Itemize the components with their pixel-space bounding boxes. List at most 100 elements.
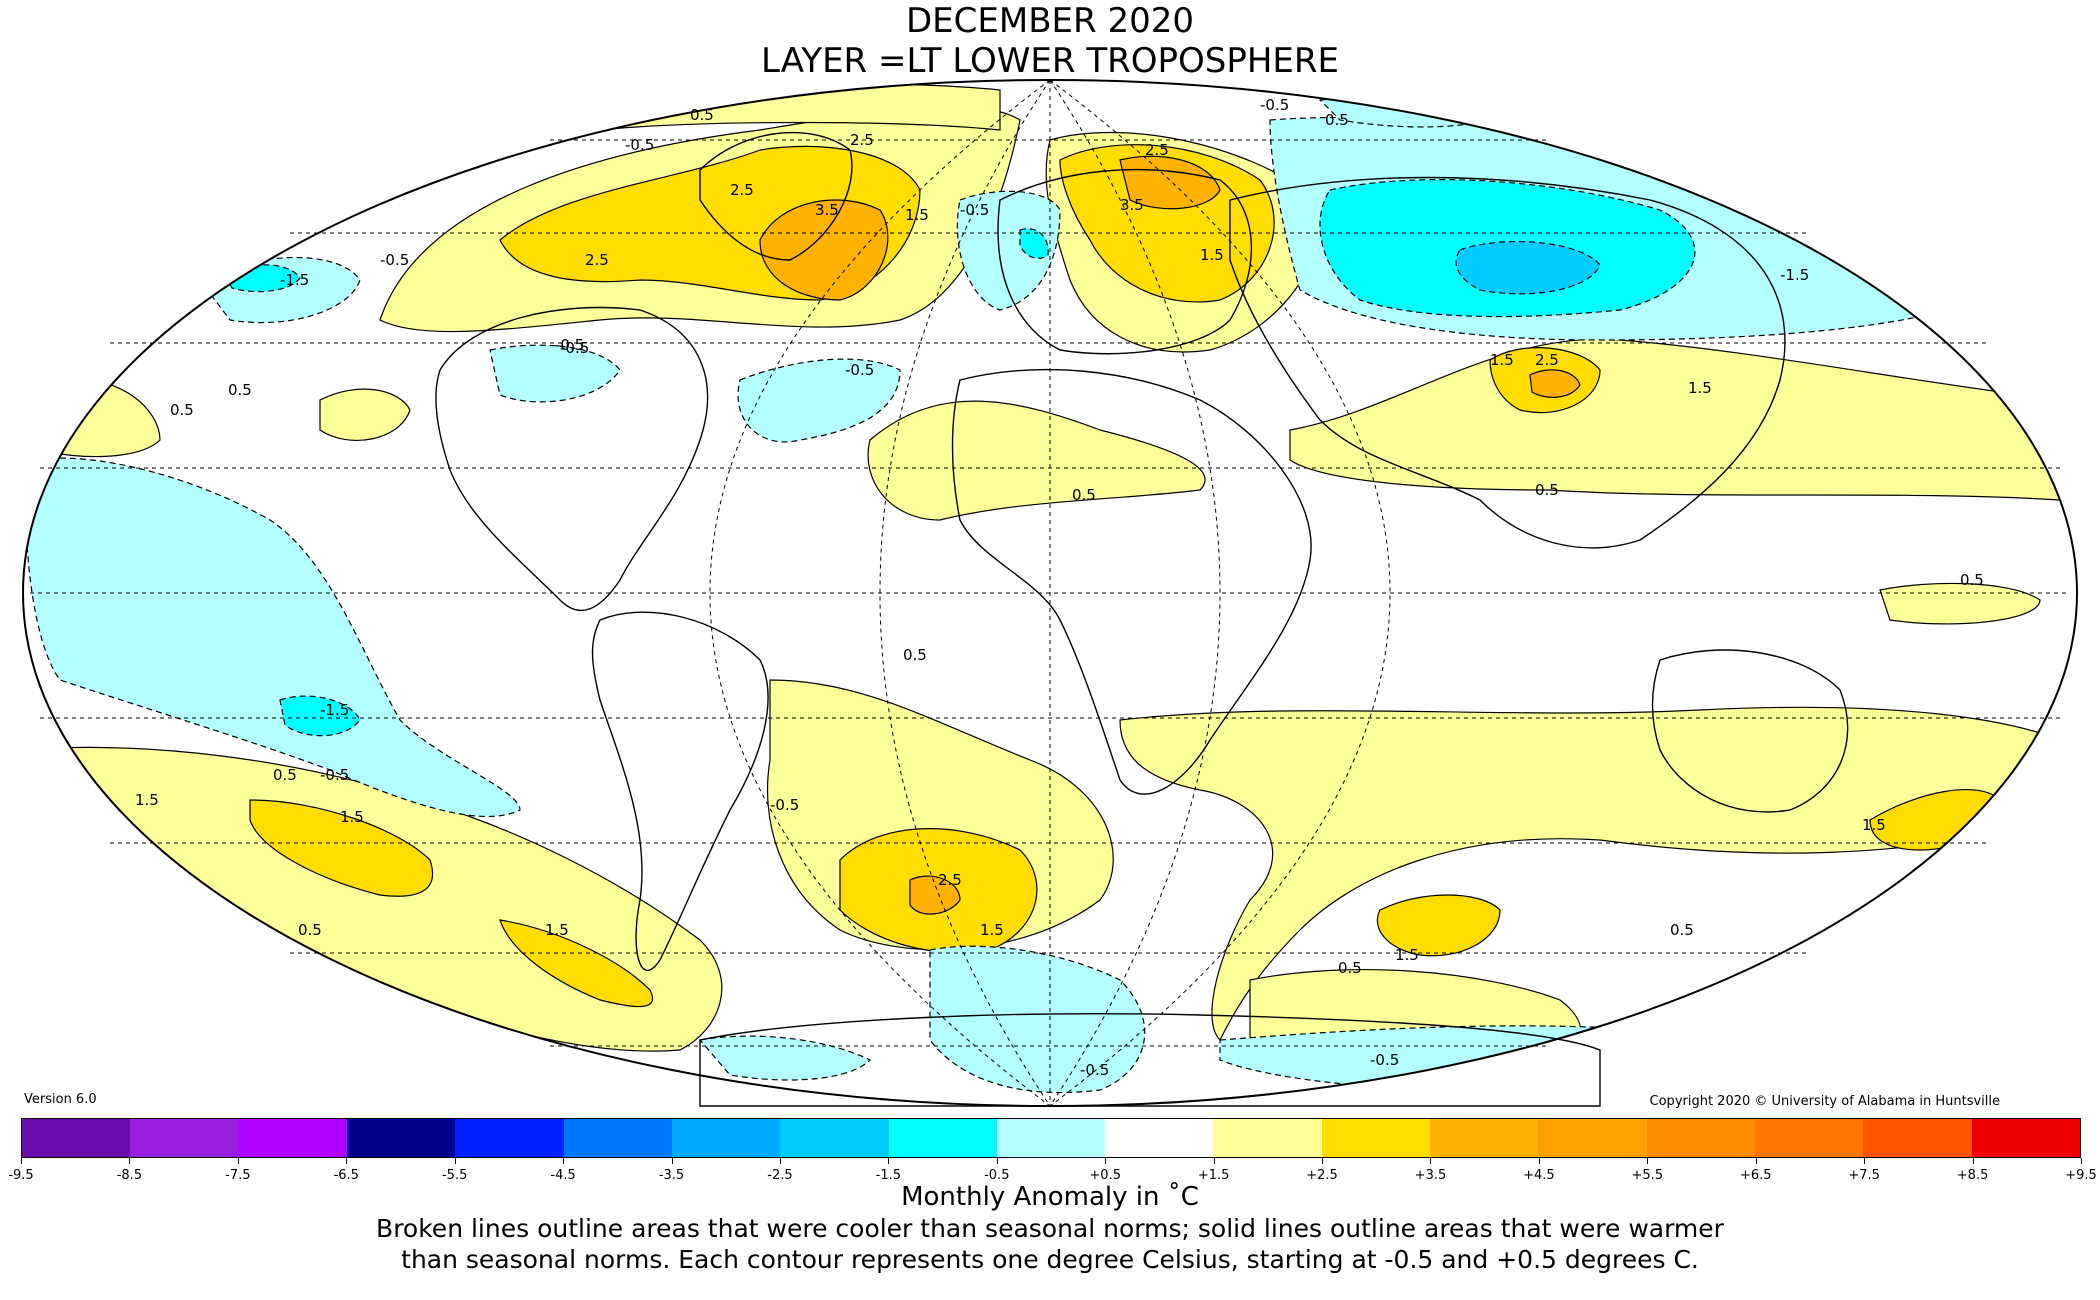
colorbar-tickmark <box>454 1158 456 1164</box>
pacific-cold-core <box>279 695 361 737</box>
contour-label: -0.5 <box>320 766 349 784</box>
colorbar-tick-label: -8.5 <box>116 1168 143 1183</box>
colorbar-tick-label: +5.5 <box>1631 1168 1664 1183</box>
contour-label: -1.5 <box>320 701 349 719</box>
contour-label: 1.5 <box>340 808 364 826</box>
siberia-coldest-core <box>1455 240 1601 295</box>
colorbar-tickmark <box>563 1158 565 1164</box>
colorbar-swatch <box>455 1119 564 1157</box>
south-indian-warm-band <box>1119 706 2061 1042</box>
colorbar-tick-label: +9.5 <box>2065 1168 2097 1183</box>
colorbar-tick-label: -6.5 <box>333 1168 359 1183</box>
contour-label: 2.5 <box>585 251 609 269</box>
contour-label: 0.5 <box>170 401 194 419</box>
scandinavia-warm-core <box>1059 144 1275 303</box>
contour-label: 0.5 <box>273 766 297 784</box>
colorbar-swatch <box>1863 1119 1972 1157</box>
colorbar-tick-label: -3.5 <box>658 1168 685 1183</box>
contour-label: -0.5 <box>1260 96 1289 114</box>
colorbar-tickmark <box>21 1158 22 1164</box>
colorbar-swatch <box>238 1119 347 1157</box>
colorbar-tickmark <box>1322 1158 1324 1164</box>
south-atlantic-hot-spot <box>909 875 961 915</box>
northern-pacific-cap <box>599 82 1001 131</box>
graticule <box>30 79 2070 1107</box>
colorbar-tickmark <box>779 1158 781 1164</box>
colorbar-swatch <box>1971 1119 2080 1157</box>
contour-label: 0.5 <box>298 921 322 939</box>
colorbar-swatch <box>346 1119 456 1157</box>
australia-outline <box>1651 649 1849 813</box>
colorbar-swatch <box>1213 1119 1322 1157</box>
colorbar-tickmark <box>996 1158 998 1164</box>
copyright-label: Copyright 2020 © University of Alabama i… <box>1649 1094 2000 1109</box>
west-pacific-equator-warm <box>1879 582 2041 625</box>
antarctic-cold-patch-c <box>698 1035 872 1081</box>
colorbar-tickmark <box>1755 1158 1757 1164</box>
explanation-line-1: Broken lines outline areas that were coo… <box>376 1214 1724 1243</box>
explanation-line-2: than seasonal norms. Each contour repres… <box>401 1245 1699 1274</box>
map-title: DECEMBER 2020 <box>906 1 1194 41</box>
contour-label: 1.5 <box>1490 351 1514 369</box>
greenland-hot-spot <box>759 199 889 301</box>
contour-label: -0.5 <box>625 136 654 154</box>
contour-label: -0.5 <box>560 339 589 357</box>
colorbar-swatch <box>671 1119 781 1157</box>
colorbar-tick-label: -5.5 <box>441 1168 468 1183</box>
colorbar-swatch <box>22 1119 131 1157</box>
contour-label: 1.5 <box>1395 946 1419 964</box>
colorbar-swatch <box>563 1119 672 1157</box>
contour-label: 0.5 <box>1960 571 1984 589</box>
colorbar-swatch <box>1646 1119 1755 1157</box>
colorbar-tickmark <box>1538 1158 1540 1164</box>
contour-label: -0.5 <box>1080 1061 1109 1079</box>
contour-label: -1.5 <box>1780 266 1809 284</box>
coastlines <box>435 131 1849 1107</box>
colorbar-tickmark <box>1430 1158 1432 1164</box>
colorbar-tickmark <box>888 1158 890 1164</box>
globe-border <box>22 79 2078 1107</box>
colorbar-tick-label: +0.5 <box>1089 1168 1121 1183</box>
colorbar-tick-label: -9.5 <box>8 1168 34 1183</box>
southern-ocean-warm-core <box>1376 894 1501 957</box>
colorbar-tickmark <box>1647 1158 1649 1164</box>
colorbar-swatch <box>996 1119 1106 1157</box>
version-label: Version 6.0 <box>24 1092 97 1107</box>
map-subtitle: LAYER =LT LOWER TROPOSPHERE <box>760 41 1340 81</box>
europe-cold-core <box>1019 228 1049 259</box>
europe-outline <box>997 168 1253 355</box>
colorbar-tickmark <box>1105 1158 1107 1164</box>
antarctica-outline <box>699 1013 1601 1107</box>
colorbar-tick-label: +3.5 <box>1414 1168 1447 1183</box>
contour-label: 0.5 <box>690 106 714 124</box>
contour-label: -0.5 <box>845 361 874 379</box>
colorbar-tick-label: -2.5 <box>767 1168 793 1183</box>
colorbar-tick-label: -4.5 <box>550 1168 576 1183</box>
anomaly-colorbar <box>21 1118 2081 1158</box>
colorbar-swatch <box>130 1119 239 1157</box>
contour-label: -0.5 <box>770 796 799 814</box>
colorbar-tickmark <box>346 1158 348 1164</box>
colorbar-swatch <box>1755 1119 1864 1157</box>
colorbar-tick-label: -1.5 <box>875 1168 902 1183</box>
contour-label: 1.5 <box>1200 246 1224 264</box>
colorbar-tick-label: +6.5 <box>1739 1168 1772 1183</box>
colorbar-tickmark <box>2081 1158 2082 1164</box>
colorbar-tickmark <box>237 1158 239 1164</box>
colorbar-tickmark <box>1864 1158 1866 1164</box>
colorbar-swatch <box>1538 1119 1647 1157</box>
africa-outline <box>951 368 1312 795</box>
contour-label: 0.5 <box>903 646 927 664</box>
contour-label: 2.5 <box>938 871 962 889</box>
contour-label: 1.5 <box>545 921 569 939</box>
colorbar-tick-label: +7.5 <box>1848 1168 1880 1183</box>
contour-label: 1.5 <box>980 921 1004 939</box>
contour-label: 3.5 <box>1120 196 1144 214</box>
canada-cold-patch <box>489 344 621 403</box>
tibet-hot-spot <box>1529 369 1581 398</box>
contour-label: 0.5 <box>1325 111 1349 129</box>
contour-label: -1.5 <box>280 271 309 289</box>
contour-label: 0.5 <box>228 381 252 399</box>
contour-label: 0.5 <box>1338 959 1362 977</box>
south-america-outline <box>591 611 769 971</box>
